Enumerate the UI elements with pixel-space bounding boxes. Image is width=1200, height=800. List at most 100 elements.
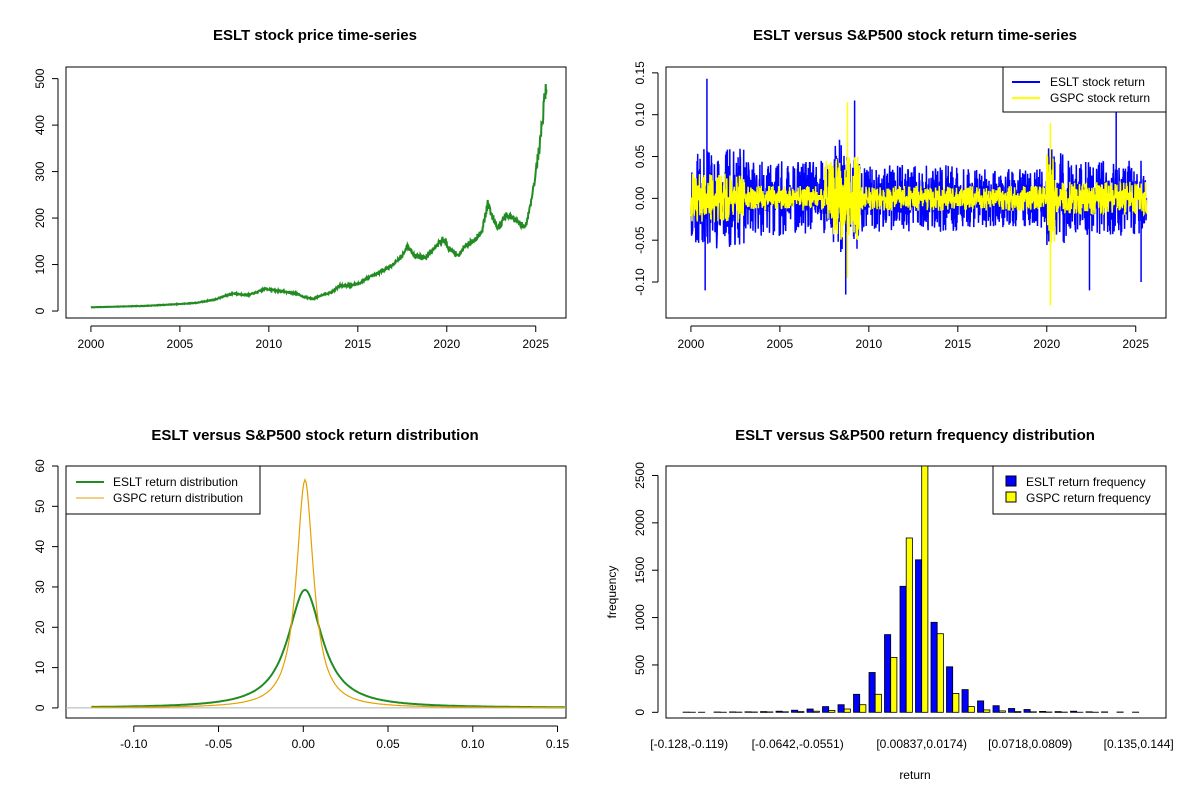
bar-gspc bbox=[874, 693, 882, 713]
bar-gspc bbox=[998, 710, 1006, 713]
y-tick-label: 0.10 bbox=[633, 103, 647, 127]
legend: ESLT return frequency GSPC return freque… bbox=[992, 465, 1167, 515]
legend: ESLT return distribution GSPC return dis… bbox=[65, 465, 261, 515]
bar-gspc bbox=[859, 704, 867, 713]
bar-gspc bbox=[1029, 711, 1037, 713]
chart-title: ESLT versus S&P500 return frequency dist… bbox=[735, 427, 1095, 444]
legend-label-gspc: GSPC return distribution bbox=[113, 491, 243, 505]
x-tick-label: 0.10 bbox=[461, 737, 485, 751]
bar-eslt bbox=[992, 705, 1000, 713]
bar-gspc bbox=[781, 711, 789, 713]
y-tick-label: 0 bbox=[33, 704, 47, 711]
y-tick-label: 10 bbox=[33, 661, 47, 675]
bar-eslt bbox=[791, 709, 799, 713]
x-tick-label: 0.00 bbox=[292, 737, 316, 751]
x-tick-label: [0.0718,0.0809) bbox=[988, 737, 1072, 751]
y-tick-label: 0.15 bbox=[633, 61, 647, 85]
legend-label-eslt: ESLT stock return bbox=[1050, 75, 1145, 89]
y-tick-label: -0.05 bbox=[633, 226, 647, 254]
chart-title: ESLT versus S&P500 stock return distribu… bbox=[151, 427, 478, 444]
chart-title: ESLT stock price time-series bbox=[213, 27, 417, 44]
y-tick-label: 0.00 bbox=[633, 186, 647, 210]
y-axis: 0 10 20 30 40 50 60 bbox=[33, 459, 59, 711]
legend-label-gspc: GSPC return frequency bbox=[1026, 491, 1151, 505]
y-axis-label: frequency bbox=[605, 566, 619, 619]
bar-gspc bbox=[812, 710, 820, 713]
price-chart-panel: ESLT stock price time-series 2000 2005 201… bbox=[33, 27, 567, 351]
y-tick-label: 50 bbox=[33, 499, 47, 513]
y-tick-label: 2500 bbox=[633, 462, 647, 489]
y-tick-label: 500 bbox=[633, 655, 647, 675]
bar-eslt bbox=[760, 711, 768, 713]
bar-eslt bbox=[946, 666, 954, 713]
legend-label-gspc: GSPC stock return bbox=[1050, 91, 1150, 105]
bar-gspc bbox=[967, 706, 975, 713]
plot-frame bbox=[65, 465, 567, 719]
x-tick-label: 2000 bbox=[78, 337, 105, 351]
x-tick-label: 2015 bbox=[944, 337, 971, 351]
legend-box bbox=[992, 465, 1167, 515]
x-tick-label: [-0.0642,-0.0551) bbox=[752, 737, 844, 751]
bar-eslt bbox=[822, 706, 830, 713]
bar-gspc bbox=[983, 709, 991, 713]
bar-eslt bbox=[1023, 709, 1031, 713]
y-tick-label: 1500 bbox=[633, 557, 647, 584]
legend-swatch-gspc bbox=[1005, 491, 1017, 503]
x-tick-label: -0.05 bbox=[205, 737, 233, 751]
bar-gspc bbox=[936, 633, 944, 713]
y-axis: 0 100 200 300 400 500 bbox=[33, 68, 59, 314]
x-tick-label: 0.05 bbox=[376, 737, 400, 751]
legend-box bbox=[1002, 66, 1167, 113]
x-tick-label: [0.135,0.144] bbox=[1104, 737, 1174, 751]
y-tick-label: 0.05 bbox=[633, 145, 647, 169]
legend-label-eslt: ESLT return distribution bbox=[113, 475, 238, 489]
density-line-gspc bbox=[91, 477, 565, 709]
y-tick-label: 1000 bbox=[633, 604, 647, 631]
data-layer bbox=[90, 83, 548, 309]
x-tick-label: 2000 bbox=[678, 337, 705, 351]
bar-eslt bbox=[961, 689, 969, 713]
bar-gspc bbox=[843, 708, 851, 713]
bar-eslt bbox=[930, 621, 938, 713]
x-axis: -0.10 -0.05 0.00 0.05 0.10 0.15 bbox=[120, 725, 570, 751]
bar-eslt bbox=[775, 710, 783, 713]
x-tick-label: 2025 bbox=[522, 337, 549, 351]
x-tick-label: 0.15 bbox=[546, 737, 570, 751]
y-tick-label: 0 bbox=[33, 307, 47, 314]
x-tick-label: 2020 bbox=[1033, 337, 1060, 351]
bar-eslt bbox=[977, 700, 985, 713]
chart-title: ESLT versus S&P500 stock return time-ser… bbox=[753, 27, 1077, 44]
x-axis: [-0.128,-0.119) [-0.0642,-0.0551) [0.00837… bbox=[650, 737, 1173, 751]
bar-eslt bbox=[1054, 711, 1062, 713]
x-tick-label: 2010 bbox=[855, 337, 882, 351]
y-tick-label: 30 bbox=[33, 580, 47, 594]
plot-frame bbox=[665, 465, 1167, 719]
bar-eslt bbox=[744, 711, 752, 713]
series-line-gspc-return bbox=[690, 154, 1148, 244]
return-timeseries-panel: ESLT versus S&P500 stock return time-ser… bbox=[633, 27, 1167, 351]
bar-gspc bbox=[828, 710, 836, 713]
bar-gspc bbox=[952, 693, 960, 713]
y-tick-label: 40 bbox=[33, 540, 47, 554]
density-line-eslt bbox=[91, 588, 565, 709]
x-tick-label: 2005 bbox=[167, 337, 194, 351]
y-axis: 0 500 1000 1500 2000 2500 bbox=[633, 462, 659, 716]
plot-frame bbox=[665, 66, 1167, 319]
series-line-eslt-price bbox=[90, 83, 548, 309]
y-tick-label: 20 bbox=[33, 620, 47, 634]
legend: ESLT stock return GSPC stock return bbox=[1002, 66, 1167, 113]
bar-gspc bbox=[905, 537, 913, 713]
bar-eslt bbox=[806, 708, 814, 713]
bar-eslt bbox=[1070, 710, 1078, 713]
bar-eslt bbox=[884, 634, 892, 713]
y-tick-label: 300 bbox=[33, 161, 47, 181]
y-tick-label: 100 bbox=[33, 254, 47, 274]
return-density-panel: ESLT versus S&P500 stock return distribu… bbox=[33, 427, 570, 751]
data-layer bbox=[66, 477, 566, 709]
legend-label-eslt: ESLT return frequency bbox=[1026, 475, 1146, 489]
bar-eslt bbox=[853, 693, 861, 713]
bar-eslt bbox=[915, 559, 923, 713]
x-axis: 2000 2005 2010 2015 2020 2025 bbox=[678, 325, 1149, 351]
y-tick-label: -0.10 bbox=[633, 268, 647, 296]
